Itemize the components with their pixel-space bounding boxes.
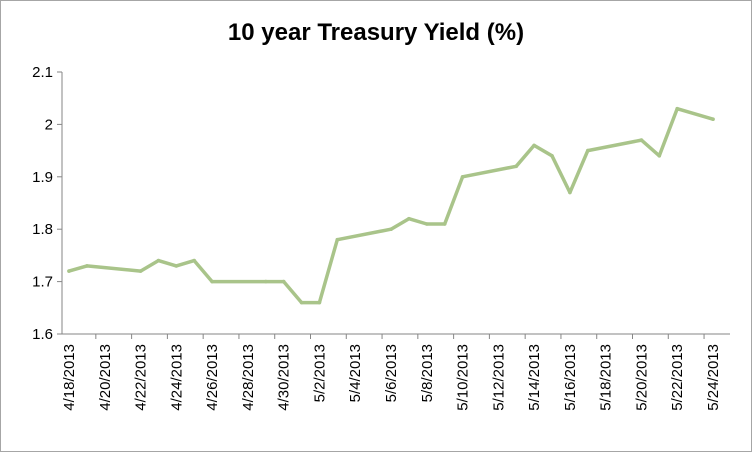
x-tick-label: 5/8/2013 <box>419 344 436 402</box>
x-tick-label: 5/4/2013 <box>347 344 364 402</box>
data-point <box>568 190 572 195</box>
data-point <box>156 258 161 263</box>
data-point <box>210 279 214 284</box>
x-tick-label: 4/24/2013 <box>168 344 185 411</box>
data-point <box>586 148 590 153</box>
x-tick-label: 5/22/2013 <box>669 344 686 411</box>
y-tick-label: 1.7 <box>32 274 53 291</box>
data-point <box>675 106 679 111</box>
x-tick-label: 4/18/2013 <box>61 344 78 411</box>
x-tick-label: 5/24/2013 <box>705 344 722 411</box>
data-point <box>460 175 465 179</box>
data-point <box>192 258 196 263</box>
data-point <box>281 279 286 284</box>
y-tick-label: 1.9 <box>32 169 53 186</box>
data-point <box>442 222 447 226</box>
chart-title: 10 year Treasury Yield (%) <box>228 19 524 46</box>
axes: 1.6 1.7 1.8 1.9 2 2.1 4/18/2013 4/20/2013 4/22/2… <box>32 64 730 411</box>
data-point <box>514 164 518 169</box>
data-point <box>711 117 715 121</box>
y-tick-label: 2 <box>45 116 53 133</box>
data-point <box>317 300 322 305</box>
x-tick-label: 5/20/2013 <box>633 344 650 411</box>
x-tick-label: 4/20/2013 <box>97 344 114 411</box>
series-line <box>67 106 715 305</box>
data-point <box>550 154 554 158</box>
y-tick-label: 1.6 <box>32 326 53 343</box>
data-point <box>67 269 71 273</box>
data-point <box>85 264 89 268</box>
x-tick-label: 5/14/2013 <box>526 344 543 411</box>
data-point <box>389 227 393 231</box>
x-tick-label: 5/16/2013 <box>562 344 579 411</box>
data-point <box>138 269 143 273</box>
data-point <box>335 237 340 242</box>
data-point <box>425 222 429 226</box>
data-point <box>407 216 411 221</box>
x-tick-label: 4/26/2013 <box>204 344 221 411</box>
data-point <box>264 279 268 284</box>
data-point <box>657 154 662 158</box>
x-tick-label: 5/2/2013 <box>311 344 328 402</box>
data-point <box>639 138 644 142</box>
y-tick-label: 1.8 <box>32 221 53 238</box>
series-marks <box>67 106 715 305</box>
y-tick-label: 2.1 <box>32 64 53 81</box>
x-tick-label: 5/6/2013 <box>383 344 400 402</box>
x-tick-label: 4/30/2013 <box>276 344 293 411</box>
x-tick-label: 4/22/2013 <box>133 344 150 411</box>
x-tick-label: 4/28/2013 <box>240 344 257 411</box>
x-tick-label: 5/10/2013 <box>455 344 472 411</box>
x-tick-label: 5/18/2013 <box>598 344 615 411</box>
x-tick-label: 5/12/2013 <box>490 344 507 411</box>
data-point <box>174 264 179 268</box>
data-point <box>299 300 304 305</box>
data-point <box>532 143 536 148</box>
